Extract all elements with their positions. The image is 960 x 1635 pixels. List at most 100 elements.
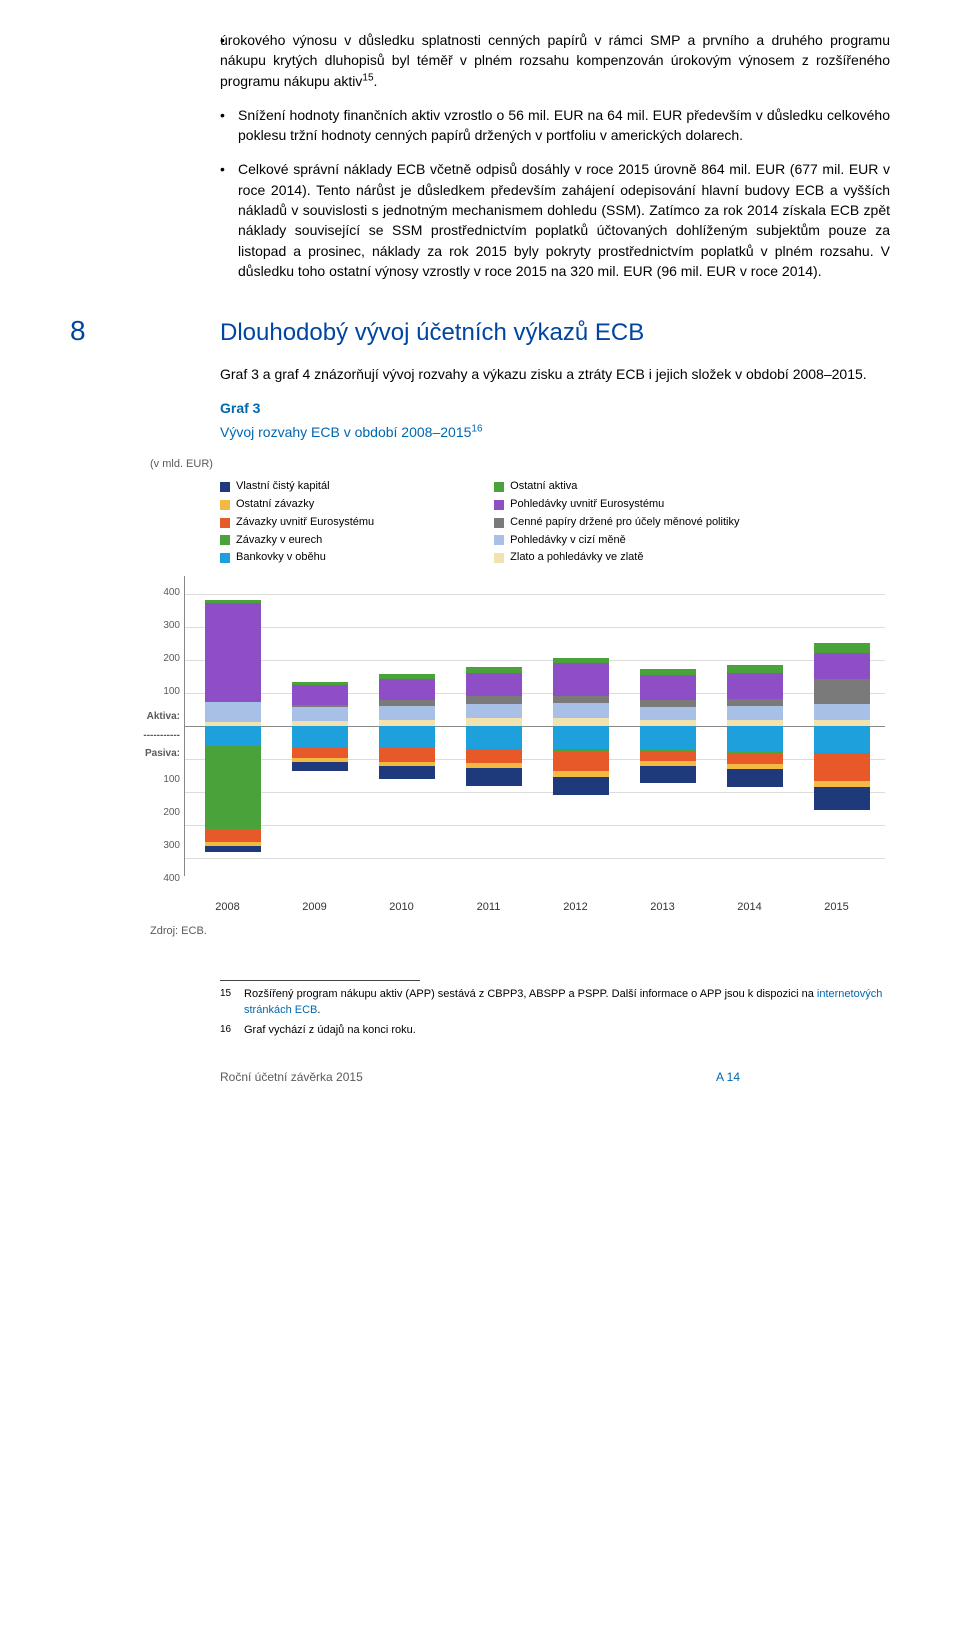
axis-side-label: Aktiva: xyxy=(147,708,180,727)
x-axis-labels: 20082009201020112012201320142015 xyxy=(184,900,890,916)
chart-title: Vývoj rozvahy ECB v období 2008–201516 xyxy=(220,422,890,442)
legend-item: Ostatní závazky xyxy=(220,497,374,513)
legend-swatch xyxy=(220,482,230,492)
chart-label: Graf 3 xyxy=(220,398,890,418)
asset-seg-other xyxy=(814,643,870,653)
x-tick: 2012 xyxy=(532,900,619,916)
bar-2013 xyxy=(640,576,696,876)
chart-legend: Vlastní čistý kapitálOstatní závazkyZáva… xyxy=(220,479,890,569)
asset-seg-intra xyxy=(727,673,783,699)
liab-seg-intra xyxy=(727,753,783,765)
liab-seg-cap xyxy=(814,787,870,809)
bar-2015 xyxy=(814,576,870,876)
legend-swatch xyxy=(220,518,230,528)
footnote: 15 Rozšířený program nákupu aktiv (APP) s… xyxy=(220,987,890,1019)
legend-swatch xyxy=(494,482,504,492)
legend-swatch xyxy=(220,500,230,510)
bullet-3: Celkové správní náklady ECB včetně odpis… xyxy=(220,159,890,281)
liab-seg-other xyxy=(814,781,870,788)
legend-item: Pohledávky v cizí měně xyxy=(494,533,739,549)
bullet-1-sup: 15 xyxy=(362,72,373,83)
asset-seg-intra xyxy=(640,675,696,700)
footnote-text: Rozšířený program nákupu aktiv (APP) ses… xyxy=(244,987,890,1019)
liab-seg-bank xyxy=(205,726,261,746)
y-tick: 400 xyxy=(163,576,180,609)
balance-sheet-chart: 400300200100Aktiva:-----------Pasiva:100… xyxy=(130,576,890,896)
legend-text: Ostatní aktiva xyxy=(510,479,577,495)
section-number: 8 xyxy=(70,311,220,352)
asset-seg-intra xyxy=(379,679,435,700)
legend-swatch xyxy=(494,553,504,563)
liab-seg-intra xyxy=(814,754,870,780)
liab-seg-eur xyxy=(205,746,261,829)
legend-item: Cenné papíry držené pro účely měnové pol… xyxy=(494,515,739,531)
liab-seg-cap xyxy=(553,777,609,795)
footer-right: A 14 xyxy=(716,1069,740,1086)
liab-seg-intra xyxy=(466,749,522,763)
asset-seg-fx xyxy=(640,707,696,721)
legend-text: Pohledávky v cizí měně xyxy=(510,533,626,549)
liab-seg-intra xyxy=(379,748,435,761)
liab-seg-cap xyxy=(292,762,348,771)
legend-text: Pohledávky uvnitř Eurosystému xyxy=(510,497,664,513)
liab-seg-cap xyxy=(640,766,696,784)
asset-seg-intra xyxy=(553,663,609,696)
legend-item: Závazky uvnitř Eurosystému xyxy=(220,515,374,531)
legend-text: Cenné papíry držené pro účely měnové pol… xyxy=(510,515,739,531)
y-tick: 300 xyxy=(163,609,180,642)
chart-unit: (v mld. EUR) xyxy=(150,457,890,473)
legend-text: Bankovky v oběhu xyxy=(236,550,326,566)
y-tick: 300 xyxy=(163,830,180,863)
asset-seg-other xyxy=(466,667,522,674)
asset-seg-intra xyxy=(466,673,522,696)
legend-swatch xyxy=(220,553,230,563)
bar-2008 xyxy=(205,576,261,876)
bullet-1-text: úrokového výnosu v důsledku splatnosti c… xyxy=(220,32,890,89)
y-tick: 200 xyxy=(163,797,180,830)
footer-left: Roční účetní závěrka 2015 xyxy=(220,1069,363,1086)
liab-seg-intra xyxy=(640,751,696,761)
asset-seg-fx xyxy=(292,707,348,722)
liab-seg-bank xyxy=(292,726,348,746)
asset-seg-fx xyxy=(814,704,870,721)
asset-seg-fx xyxy=(553,703,609,718)
legend-item: Pohledávky uvnitř Eurosystému xyxy=(494,497,739,513)
bar-2010 xyxy=(379,576,435,876)
bar-2009 xyxy=(292,576,348,876)
x-tick: 2010 xyxy=(358,900,445,916)
asset-seg-other xyxy=(727,665,783,672)
liab-seg-bank xyxy=(640,726,696,750)
y-tick: 100 xyxy=(163,675,180,708)
y-tick: 200 xyxy=(163,642,180,675)
x-tick: 2015 xyxy=(793,900,880,916)
section-heading: 8 Dlouhodobý vývoj účetních výkazů ECB xyxy=(70,311,890,352)
asset-seg-gold xyxy=(553,718,609,726)
asset-seg-sec xyxy=(640,700,696,707)
footnote-link[interactable]: internetových stránkách ECB xyxy=(244,988,882,1016)
asset-seg-fx xyxy=(379,706,435,720)
asset-seg-intra xyxy=(292,685,348,705)
asset-seg-fx xyxy=(466,704,522,719)
section-title: Dlouhodobý vývoj účetních výkazů ECB xyxy=(220,316,644,351)
footnote-num: 15 xyxy=(220,987,234,1019)
liab-seg-bank xyxy=(727,726,783,752)
legend-item: Závazky v eurech xyxy=(220,533,374,549)
y-tick: 100 xyxy=(163,764,180,797)
footnote-rule xyxy=(220,980,420,981)
asset-seg-gold xyxy=(466,718,522,726)
asset-seg-fx xyxy=(727,706,783,721)
legend-text: Zlato a pohledávky ve zlatě xyxy=(510,550,643,566)
axis-side-label: ----------- xyxy=(143,727,180,746)
asset-seg-fx xyxy=(205,702,261,722)
legend-swatch xyxy=(494,535,504,545)
x-tick: 2011 xyxy=(445,900,532,916)
legend-item: Ostatní aktiva xyxy=(494,479,739,495)
liab-seg-intra xyxy=(205,829,261,842)
bullet-3-text: Celkové správní náklady ECB včetně odpis… xyxy=(238,161,890,278)
asset-seg-sec xyxy=(727,699,783,706)
legend-text: Závazky v eurech xyxy=(236,533,322,549)
footnote-num: 16 xyxy=(220,1023,234,1039)
bar-2014 xyxy=(727,576,783,876)
chart-source: Zdroj: ECB. xyxy=(150,924,890,940)
asset-seg-intra xyxy=(205,603,261,702)
